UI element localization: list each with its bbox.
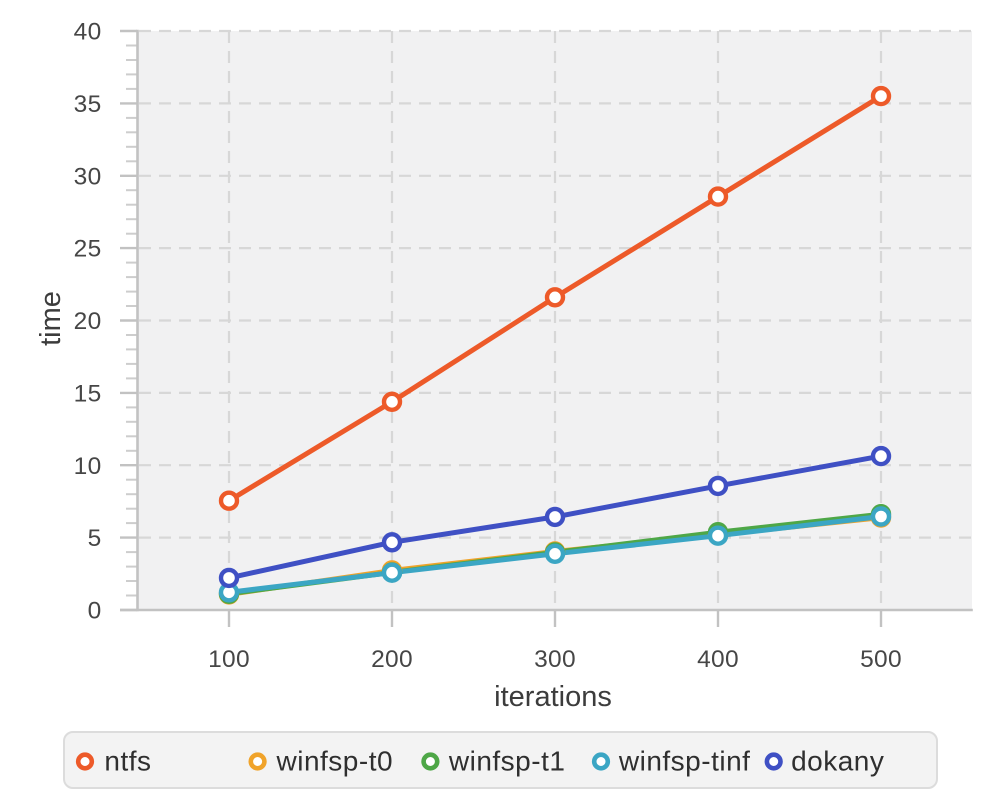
svg-text:100: 100 (208, 646, 250, 673)
svg-text:dokany: dokany (791, 746, 884, 777)
svg-text:35: 35 (74, 91, 102, 118)
svg-text:iterations: iterations (494, 681, 612, 713)
svg-text:40: 40 (74, 19, 102, 46)
svg-text:400: 400 (697, 646, 739, 673)
svg-text:20: 20 (74, 308, 102, 335)
svg-text:30: 30 (74, 163, 102, 190)
svg-text:15: 15 (74, 381, 102, 408)
svg-text:0: 0 (88, 598, 102, 625)
svg-text:winfsp-t0: winfsp-t0 (276, 746, 394, 777)
svg-text:300: 300 (534, 646, 576, 673)
svg-text:time: time (35, 291, 67, 346)
svg-text:5: 5 (88, 525, 102, 552)
svg-text:winfsp-t1: winfsp-t1 (448, 746, 566, 777)
svg-text:25: 25 (74, 236, 102, 263)
svg-text:500: 500 (860, 646, 902, 673)
svg-text:10: 10 (74, 453, 102, 480)
svg-text:200: 200 (371, 646, 413, 673)
svg-text:ntfs: ntfs (104, 746, 151, 777)
svg-text:winfsp-tinf: winfsp-tinf (618, 746, 751, 777)
